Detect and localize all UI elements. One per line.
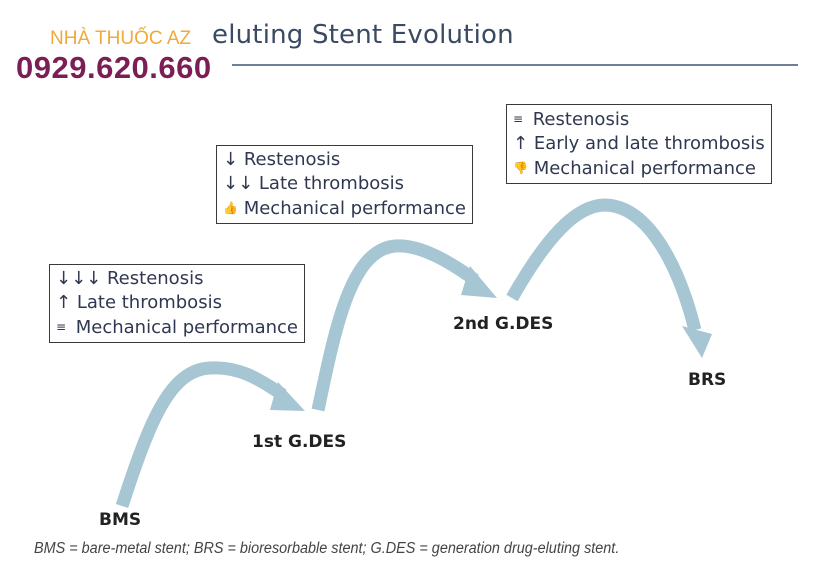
arrowhead-2 xyxy=(461,266,497,298)
brand-name: NHÀ THUỐC AZ xyxy=(46,28,196,50)
box-row: ≡ Mechanical performance xyxy=(56,315,298,340)
1st-to-2nd-box: ↓ Restenosis ↓↓ Late thrombosis 👍 Mechan… xyxy=(216,145,473,224)
row-text: Restenosis xyxy=(243,149,341,170)
row-text: Late thrombosis xyxy=(258,173,405,194)
row-text: Mechanical performance xyxy=(243,198,466,219)
row-text: Mechanical performance xyxy=(533,158,756,179)
triple-down-arrow-icon: ↓↓↓ xyxy=(56,268,102,289)
box-row: ↓↓ Late thrombosis xyxy=(223,172,466,196)
arrow-2nd-to-brs xyxy=(506,198,702,332)
row-text: Mechanical performance xyxy=(75,317,299,338)
box-row: ↑ Late thrombosis xyxy=(56,291,298,315)
thumbs-up-icon: 👍 xyxy=(223,201,238,215)
box-row: 👍 Mechanical performance xyxy=(223,196,466,221)
arrow-bms-to-1st xyxy=(115,361,287,509)
box-row: ≡ Restenosis xyxy=(513,107,765,132)
stage-label-1st-gdes: 1st G.DES xyxy=(252,432,347,452)
down-arrow-icon: ↓ xyxy=(223,149,239,170)
row-text: Early and late thrombosis xyxy=(533,133,765,154)
2nd-to-brs-box: ≡ Restenosis ↑ Early and late thrombosis… xyxy=(506,104,772,184)
equal-icon: ≡ xyxy=(56,320,67,334)
stage-label-brs: BRS xyxy=(688,370,727,390)
figure-caption: BMS = bare-metal stent; BRS = bioresorba… xyxy=(34,540,620,557)
page-title: eluting Stent Evolution xyxy=(212,20,514,50)
up-arrow-icon: ↑ xyxy=(513,133,529,154)
brand-phone: 0929.620.660 xyxy=(14,50,214,86)
row-text: Restenosis xyxy=(106,268,204,289)
box-row: ↑ Early and late thrombosis xyxy=(513,132,765,156)
row-text: Late thrombosis xyxy=(76,292,222,313)
title-divider xyxy=(232,64,798,66)
arrowhead-3 xyxy=(682,326,712,358)
stage-label-2nd-gdes: 2nd G.DES xyxy=(453,314,554,334)
up-arrow-icon: ↑ xyxy=(56,292,72,313)
double-down-arrow-icon: ↓↓ xyxy=(223,173,254,194)
box-row: ↓↓↓ Restenosis xyxy=(56,267,298,291)
arrow-1st-to-2nd xyxy=(311,239,479,412)
box-row: ↓ Restenosis xyxy=(223,148,466,172)
bms-to-1st-box: ↓↓↓ Restenosis ↑ Late thrombosis ≡ Mecha… xyxy=(49,264,306,343)
arrowhead-1 xyxy=(270,382,305,411)
thumbs-down-icon: 👎 xyxy=(513,161,528,175)
equal-icon: ≡ xyxy=(513,112,524,126)
row-text: Restenosis xyxy=(532,109,630,130)
stage-label-bms: BMS xyxy=(99,510,142,530)
box-row: 👎 Mechanical performance xyxy=(513,156,765,181)
